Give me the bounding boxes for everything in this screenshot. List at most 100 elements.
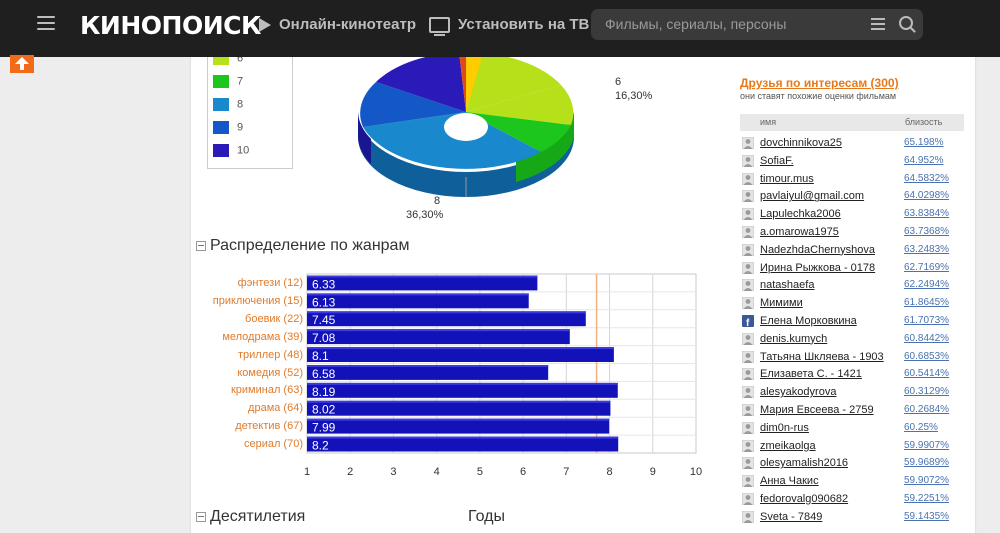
bar-category-label[interactable]: комедия (52) — [237, 366, 303, 379]
bar-highlight — [307, 418, 610, 421]
friend-name[interactable]: zmeikaolga — [760, 439, 816, 452]
friend-row[interactable]: zmeikaolga 59.9907% — [741, 438, 952, 455]
pie-slice-10 — [376, 57, 466, 112]
friend-row[interactable]: Lapulechka2006 63.8384% — [741, 206, 952, 223]
friend-name[interactable]: timour.mus — [760, 172, 814, 185]
friend-similarity[interactable]: 63.8384% — [904, 208, 950, 220]
friend-name[interactable]: Анна Чакис — [760, 475, 819, 488]
friend-row[interactable]: Sveta - 7849 59.1435% — [741, 509, 952, 526]
friend-name[interactable]: dim0n-rus — [760, 421, 809, 434]
friend-row[interactable]: dovchinnikova25 65.198% — [741, 135, 952, 152]
menu-icon[interactable] — [37, 16, 55, 30]
friend-name[interactable]: alesyakodyrova — [760, 386, 837, 399]
friends-title[interactable]: Друзья по интересам (300) — [740, 76, 899, 90]
friend-row[interactable]: timour.mus 64.5832% — [741, 171, 952, 188]
friend-name[interactable]: olesyamalish2016 — [760, 457, 849, 470]
top-bar: КИНОПОИСК Онлайн-кинотеатр Установить на… — [0, 0, 1000, 57]
avatar-icon — [741, 492, 755, 506]
nav-online-cinema[interactable]: Онлайн-кинотеатр — [259, 16, 416, 33]
friend-similarity[interactable]: 60.5414% — [904, 368, 950, 380]
friend-similarity[interactable]: 63.7368% — [904, 226, 950, 237]
friend-row[interactable]: a.omarowa1975 63.7368% — [741, 224, 952, 241]
friend-name[interactable]: Татьяна Шкляева - 1903 — [760, 350, 884, 363]
section-genres-title[interactable]: Распределение по жанрам — [196, 237, 409, 255]
friend-similarity[interactable]: 64.0298% — [904, 190, 950, 202]
friend-name[interactable]: NadezhdaChernyshova — [760, 243, 875, 256]
tv-icon — [429, 16, 450, 36]
friend-name[interactable]: dovchinnikova25 — [760, 137, 842, 149]
friend-name[interactable]: Lapulechka2006 — [760, 208, 841, 221]
friend-name[interactable]: pavlaiyul@gmail.com — [760, 190, 865, 203]
legend-label: 6 — [237, 57, 244, 65]
nav-install-tv[interactable]: Установить на ТВ — [429, 16, 589, 36]
friend-similarity[interactable]: 59.9072% — [904, 475, 950, 487]
bar-category-label[interactable]: драма (64) — [248, 402, 303, 415]
friend-row[interactable]: dim0n-rus 60.25% — [741, 420, 952, 437]
bar-category-label[interactable]: боевик (22) — [245, 312, 303, 325]
avatar-icon — [741, 136, 755, 150]
collapse-icon[interactable] — [196, 512, 206, 522]
friend-similarity[interactable]: 60.2684% — [904, 404, 950, 415]
bar-category-label[interactable]: триллер (48) — [238, 348, 303, 361]
friend-row[interactable]: alesyakodyrova 60.3129% — [741, 384, 952, 401]
friend-similarity[interactable]: 60.3129% — [904, 386, 950, 398]
friend-similarity[interactable]: 59.1435% — [904, 510, 950, 522]
pie-label-6: 6 16,30% — [615, 76, 653, 102]
friend-row[interactable]: Елизавета С. - 1421 60.5414% — [741, 366, 952, 383]
collapse-icon[interactable] — [196, 241, 206, 251]
friend-row[interactable]: pavlaiyul@gmail.com 64.0298% — [741, 188, 952, 205]
friend-similarity[interactable]: 62.7169% — [904, 261, 950, 273]
bar-category-label[interactable]: криминал (63) — [230, 384, 303, 397]
friend-similarity[interactable]: 59.9689% — [904, 457, 950, 469]
friend-row[interactable]: Ирина Рыжкова - 0178 62.7169% — [741, 260, 952, 277]
friend-row[interactable]: SofiaF. 64.952% — [741, 153, 952, 170]
friend-similarity[interactable]: 61.8645% — [904, 297, 950, 309]
friend-similarity[interactable]: 60.25% — [904, 421, 938, 433]
friend-name[interactable]: Sveta - 7849 — [760, 510, 823, 523]
pie-slice-low — [459, 57, 466, 112]
friend-name[interactable]: denis.kumych — [760, 332, 828, 345]
friend-similarity[interactable]: 65.198% — [904, 137, 944, 148]
friend-name[interactable]: Мария Евсеева - 2759 — [760, 404, 874, 416]
search-field[interactable]: Фильмы, сериалы, персоны — [591, 9, 923, 40]
friend-row[interactable]: NadezhdaChernyshova 63.2483% — [741, 242, 952, 259]
friend-row[interactable]: Анна Чакис 59.9072% — [741, 473, 952, 490]
bar-category-label[interactable]: мелодрама (39) — [222, 330, 303, 343]
friend-similarity[interactable]: 60.8442% — [904, 332, 950, 344]
friend-similarity[interactable]: 63.2483% — [904, 243, 950, 255]
friend-name[interactable]: Елизавета С. - 1421 — [760, 368, 862, 381]
friend-name[interactable]: Мимими — [760, 297, 803, 310]
bar-category-label[interactable]: приключения (15) — [212, 294, 303, 307]
friend-similarity[interactable]: 59.2251% — [904, 493, 950, 504]
friend-row[interactable]: Мимими 61.8645% — [741, 295, 952, 312]
search-icon[interactable] — [899, 16, 913, 30]
friend-similarity[interactable]: 59.9907% — [904, 439, 950, 451]
friend-row[interactable]: natashaefa 62.2494% — [741, 277, 952, 294]
friend-name[interactable]: SofiaF. — [760, 154, 794, 167]
friend-row[interactable]: Татьяна Шкляева - 1903 60.6853% — [741, 349, 952, 366]
filter-icon[interactable] — [871, 18, 885, 30]
friend-name[interactable]: Елена Морковкина — [760, 315, 857, 327]
friend-name[interactable]: fedorovalg090682 — [760, 493, 849, 505]
bar-category-label[interactable]: детектив (67) — [235, 420, 303, 433]
search-input[interactable]: Фильмы, сериалы, персоны — [605, 16, 787, 32]
friend-row[interactable]: f Елена Морковкина 61.7073% — [742, 313, 952, 330]
scroll-up-button[interactable] — [10, 55, 34, 73]
section-decades-label: Десятилетия — [210, 508, 306, 525]
logo[interactable]: КИНОПОИСК — [80, 11, 261, 40]
friend-row[interactable]: denis.kumych 60.8442% — [741, 331, 952, 348]
friend-name[interactable]: Ирина Рыжкова - 0178 — [760, 261, 876, 274]
section-decades-title[interactable]: Десятилетия — [196, 508, 305, 526]
friend-row[interactable]: fedorovalg090682 59.2251% — [741, 491, 952, 508]
friend-similarity[interactable]: 64.5832% — [904, 172, 950, 184]
friend-row[interactable]: Мария Евсеева - 2759 60.2684% — [741, 402, 952, 419]
friend-name[interactable]: natashaefa — [760, 279, 815, 292]
bar-category-label[interactable]: фэнтези (12) — [237, 277, 303, 289]
friend-row[interactable]: olesyamalish2016 59.9689% — [741, 455, 952, 472]
bar-category-label[interactable]: сериал (70) — [243, 438, 303, 451]
friend-similarity[interactable]: 61.7073% — [904, 315, 950, 326]
friend-similarity[interactable]: 62.2494% — [904, 279, 950, 291]
friend-similarity[interactable]: 60.6853% — [904, 350, 950, 362]
friend-name[interactable]: a.omarowa1975 — [760, 226, 839, 238]
friend-similarity[interactable]: 64.952% — [904, 154, 944, 166]
